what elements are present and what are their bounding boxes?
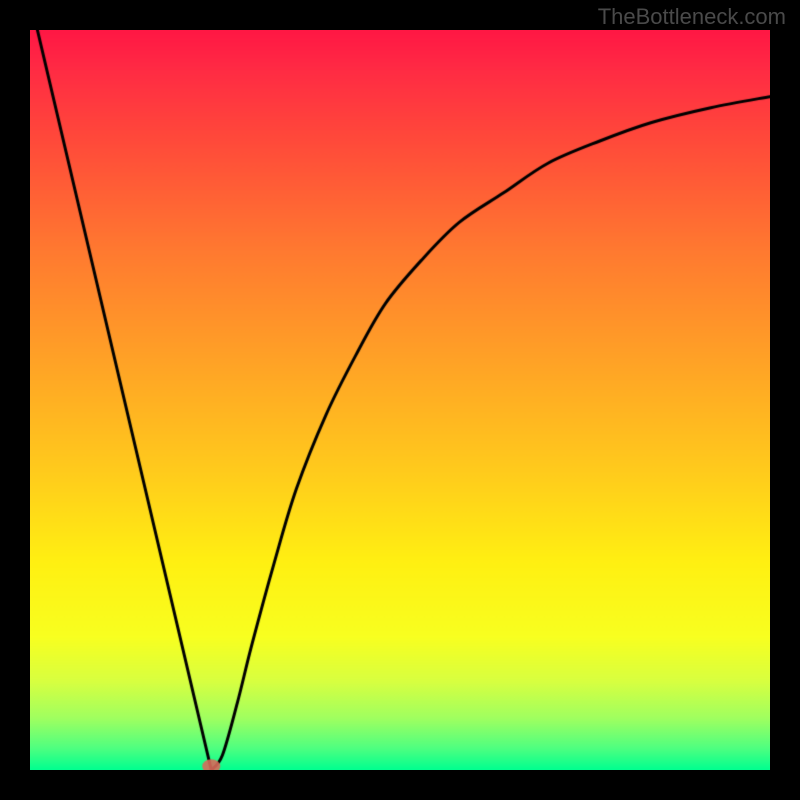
chart-canvas [30, 30, 770, 770]
watermark-text: TheBottleneck.com [598, 4, 786, 30]
chart-plot-area [30, 30, 770, 770]
